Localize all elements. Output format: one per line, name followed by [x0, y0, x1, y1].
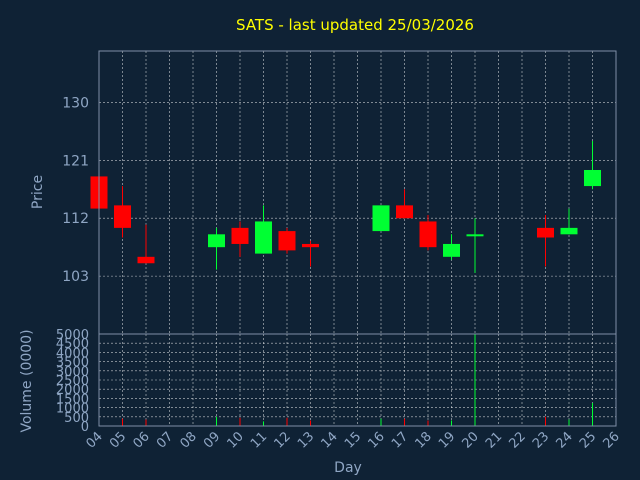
y-axis-label: Price	[30, 175, 46, 209]
candle-body	[231, 227, 249, 244]
x-tick-label: 21	[483, 429, 505, 451]
x-tick-label: 10	[225, 429, 247, 451]
candle-body	[302, 243, 319, 248]
volume-bars	[98, 334, 593, 426]
candle-body	[537, 227, 554, 238]
volume-tick-label: 5000	[56, 328, 89, 343]
x-tick-label: 06	[131, 429, 153, 451]
volume-tick-label: 3000	[56, 365, 89, 380]
x-tick-label: 15	[342, 429, 364, 451]
volume-grid	[98, 333, 617, 427]
x-tick-label: 16	[366, 429, 388, 451]
x-tick-label: 12	[272, 429, 294, 451]
x-tick-label: 26	[601, 429, 623, 451]
volume-tick-label: 0	[81, 420, 89, 435]
price-tick-label: 130	[62, 95, 89, 111]
candle-body	[278, 231, 296, 251]
candle-body	[255, 221, 272, 254]
price-grid	[98, 51, 617, 334]
volume-tick-label: 1000	[56, 402, 89, 417]
x-tick-label: 19	[436, 429, 458, 451]
volume-tick-label: 4500	[56, 337, 89, 352]
volume-axis-label: Volume (0000)	[19, 329, 35, 432]
candle-body	[137, 256, 155, 264]
x-tick-label: 07	[154, 429, 176, 451]
price-tick-label: 121	[62, 153, 89, 169]
x-tick-label: 25	[577, 429, 599, 451]
volume-tick-label: 4000	[56, 346, 89, 361]
x-tick-label: 09	[201, 429, 223, 451]
x-tick-label: 08	[178, 429, 200, 451]
x-tick-label: 22	[507, 429, 529, 451]
x-axis-label: Day	[334, 460, 362, 476]
x-tick-label: 11	[248, 429, 270, 451]
x-tick-label: 14	[319, 429, 341, 451]
candle-body	[584, 169, 601, 187]
volume-panel-frame	[98, 333, 617, 427]
x-tick-label: 24	[554, 429, 576, 451]
price-candles	[90, 141, 601, 273]
price-tick-label: 112	[62, 211, 89, 227]
candle-body	[419, 221, 437, 248]
candle-body	[396, 205, 413, 219]
volume-tick-label: 3500	[56, 356, 89, 371]
volume-tick-label: 1500	[56, 392, 89, 407]
price-tick-label: 103	[62, 269, 89, 285]
volume-tick-label: 2000	[56, 383, 89, 398]
candle-body	[372, 205, 390, 232]
x-tick-label: 05	[107, 429, 129, 451]
x-tick-label: 20	[460, 429, 482, 451]
x-tick-label: 13	[295, 429, 317, 451]
candle-body	[443, 243, 460, 257]
x-tick-label: 17	[389, 429, 411, 451]
volume-tick-label: 500	[64, 411, 89, 426]
candle-body	[208, 234, 225, 248]
chart-title: SATS - last updated 25/03/2026	[236, 16, 474, 34]
candle-body	[114, 205, 131, 228]
candle-body	[466, 234, 484, 237]
x-tick-label: 23	[530, 429, 552, 451]
x-tick-label: 18	[413, 429, 435, 451]
candle-body	[560, 227, 578, 235]
volume-tick-label: 2500	[56, 374, 89, 389]
